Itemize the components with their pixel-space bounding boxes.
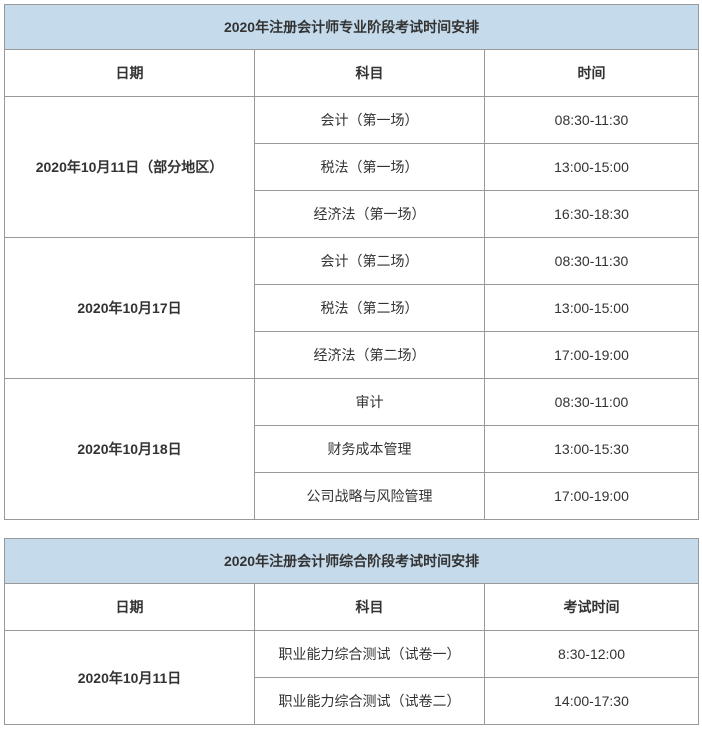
table-row: 2020年10月18日 审计 08:30-11:00 — [5, 379, 699, 426]
date-cell: 2020年10月11日（部分地区） — [5, 97, 255, 238]
header-subject: 科目 — [255, 584, 485, 631]
header-time: 考试时间 — [485, 584, 699, 631]
time-cell: 17:00-19:00 — [485, 473, 699, 520]
subject-cell: 会计（第一场） — [255, 97, 485, 144]
date-cell: 2020年10月18日 — [5, 379, 255, 520]
table-row: 2020年10月17日 会计（第二场） 08:30-11:30 — [5, 238, 699, 285]
time-cell: 08:30-11:00 — [485, 379, 699, 426]
date-cell: 2020年10月17日 — [5, 238, 255, 379]
table-header-row: 日期 科目 考试时间 — [5, 584, 699, 631]
time-cell: 13:00-15:30 — [485, 426, 699, 473]
time-cell: 16:30-18:30 — [485, 191, 699, 238]
subject-cell: 审计 — [255, 379, 485, 426]
date-cell: 2020年10月11日 — [5, 631, 255, 725]
table-title: 2020年注册会计师专业阶段考试时间安排 — [5, 5, 699, 50]
subject-cell: 经济法（第一场） — [255, 191, 485, 238]
table-header-row: 日期 科目 时间 — [5, 50, 699, 97]
time-cell: 14:00-17:30 — [485, 678, 699, 725]
subject-cell: 公司战略与风险管理 — [255, 473, 485, 520]
time-cell: 08:30-11:30 — [485, 238, 699, 285]
subject-cell: 财务成本管理 — [255, 426, 485, 473]
header-date: 日期 — [5, 584, 255, 631]
subject-cell: 职业能力综合测试（试卷二） — [255, 678, 485, 725]
professional-stage-schedule-table: 2020年注册会计师专业阶段考试时间安排 日期 科目 时间 2020年10月11… — [4, 4, 699, 520]
time-cell: 17:00-19:00 — [485, 332, 699, 379]
header-date: 日期 — [5, 50, 255, 97]
table-title-row: 2020年注册会计师综合阶段考试时间安排 — [5, 539, 699, 584]
table-row: 2020年10月11日（部分地区） 会计（第一场） 08:30-11:30 — [5, 97, 699, 144]
subject-cell: 税法（第一场） — [255, 144, 485, 191]
subject-cell: 税法（第二场） — [255, 285, 485, 332]
table-title-row: 2020年注册会计师专业阶段考试时间安排 — [5, 5, 699, 50]
subject-cell: 职业能力综合测试（试卷一） — [255, 631, 485, 678]
time-cell: 13:00-15:00 — [485, 144, 699, 191]
header-subject: 科目 — [255, 50, 485, 97]
time-cell: 08:30-11:30 — [485, 97, 699, 144]
time-cell: 8:30-12:00 — [485, 631, 699, 678]
table-title: 2020年注册会计师综合阶段考试时间安排 — [5, 539, 699, 584]
table-row: 2020年10月11日 职业能力综合测试（试卷一） 8:30-12:00 — [5, 631, 699, 678]
comprehensive-stage-schedule-table: 2020年注册会计师综合阶段考试时间安排 日期 科目 考试时间 2020年10月… — [4, 538, 699, 725]
time-cell: 13:00-15:00 — [485, 285, 699, 332]
header-time: 时间 — [485, 50, 699, 97]
subject-cell: 经济法（第二场） — [255, 332, 485, 379]
subject-cell: 会计（第二场） — [255, 238, 485, 285]
